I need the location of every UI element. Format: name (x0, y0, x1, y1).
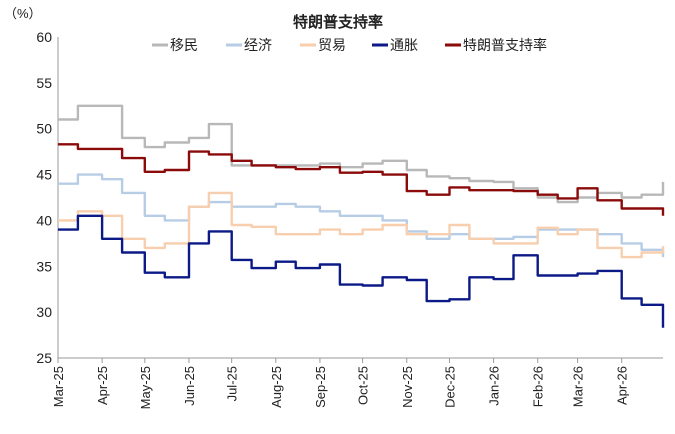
x-tick-label: Jul-25 (225, 366, 240, 401)
series-line-移民 (58, 104, 665, 204)
y-tick-label: 55 (36, 75, 52, 91)
legend-label: 特朗普支持率 (463, 37, 547, 53)
x-tick-label: Oct-25 (356, 366, 371, 405)
legend-item: 通胀 (372, 37, 418, 53)
legend-label: 贸易 (318, 37, 346, 53)
x-tick-label: Dec-25 (442, 366, 457, 408)
legend-label: 移民 (170, 37, 198, 53)
legend-label: 通胀 (390, 37, 418, 53)
legend-item: 经济 (226, 37, 272, 53)
x-tick-label: Feb-26 (531, 366, 546, 407)
x-tick-label: May-25 (138, 366, 153, 409)
x-tick-label: Aug-25 (269, 366, 284, 408)
series-line-特朗普支持率 (58, 143, 665, 216)
x-tick-label: Mar-26 (571, 366, 586, 407)
y-tick-label: 50 (36, 121, 52, 137)
series-line-通胀 (58, 214, 665, 328)
x-tick-label: Jun-25 (182, 366, 197, 406)
x-tick-label: Apr-26 (615, 366, 630, 405)
x-tick-label: Nov-25 (400, 366, 415, 408)
x-tick-label: Jan-26 (487, 366, 502, 406)
chart-title: 特朗普支持率 (293, 13, 383, 31)
axes: 25 30 35 40 45 50 55 60 Mar-25 Apr-25 May-25 Jun-25… (36, 29, 663, 409)
y-tick-label: 25 (36, 350, 52, 366)
series-line-贸易 (58, 191, 665, 259)
legend-item: 移民 (152, 37, 198, 53)
y-tick-label: 40 (36, 212, 52, 228)
y-tick-label: 35 (36, 258, 52, 274)
series-lines (58, 104, 665, 328)
x-tick-label: Apr-25 (95, 366, 110, 405)
y-tick-label: 60 (36, 29, 52, 45)
y-axis-unit: （%） (4, 6, 42, 21)
x-tick-label: Sep-25 (313, 366, 328, 408)
series-line-经济 (58, 173, 665, 258)
y-tick-label: 30 (36, 304, 52, 320)
legend: 移民 经济 贸易 通胀 特朗普支持率 (152, 37, 547, 53)
y-tick-label: 45 (36, 167, 52, 183)
legend-item: 特朗普支持率 (445, 37, 547, 53)
x-tick-label: Mar-25 (51, 366, 66, 407)
legend-label: 经济 (244, 37, 272, 53)
legend-item: 贸易 (300, 37, 346, 53)
